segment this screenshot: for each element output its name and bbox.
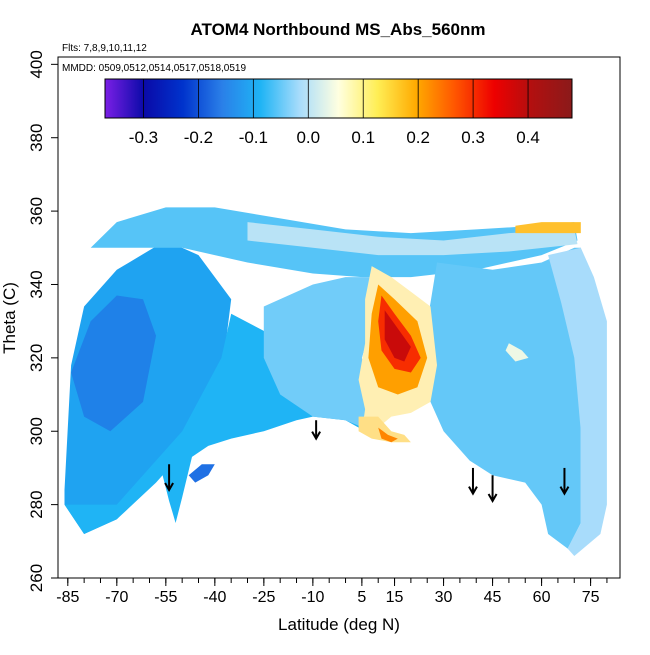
- colorbar-tick-label: 0.4: [516, 128, 540, 147]
- plot-frame: [57, 56, 621, 579]
- y-tick-label: 320: [27, 344, 46, 372]
- field-region-orange-south-blob: [378, 427, 398, 443]
- x-tick-label: -70: [105, 589, 128, 606]
- colorbar-tick-label: 0.3: [461, 128, 485, 147]
- x-axis: -85 -70 -55 -40 -25 -10 5 15 30 45 60 75: [56, 578, 608, 606]
- arrow-marker-3: [468, 467, 478, 496]
- x-tick-label: -85: [56, 589, 79, 606]
- colorbar-tick-label: 0.0: [296, 128, 320, 147]
- flights-annotation: Flts: 7,8,9,10,11,12: [62, 43, 147, 54]
- x-tick-label: 75: [582, 589, 600, 606]
- x-tick-label: 30: [435, 589, 453, 606]
- x-tick-label: -55: [154, 589, 177, 606]
- field-region-max-core: [384, 310, 411, 362]
- y-tick-label: 260: [27, 564, 46, 592]
- y-tick-label: 300: [27, 417, 46, 445]
- colorbar-tick-label: 0.1: [351, 128, 375, 147]
- y-tick-label: 400: [27, 50, 46, 78]
- arrow-marker-2: [311, 420, 321, 441]
- field-region-tropopause-top: [247, 222, 578, 256]
- field-region-tropics-center: [263, 277, 385, 432]
- arrow-marker-1: [164, 464, 174, 492]
- x-tick-label: -10: [301, 589, 324, 606]
- x-tick-label: 60: [533, 589, 551, 606]
- chart-title: ATOM4 Northbound MS_Abs_560nm: [190, 20, 485, 39]
- colorbar-gradient: [104, 78, 573, 119]
- colorbar: -0.3 -0.2 -0.1 0.0 0.1 0.2 0.3 0.4: [104, 78, 573, 147]
- y-tick-label: 280: [27, 490, 46, 518]
- y-tick-label: 340: [27, 270, 46, 298]
- arrow-marker-5: [559, 467, 570, 496]
- dates-annotation: MMDD: 0509,0512,0514,0517,0518,0519: [62, 63, 246, 74]
- field-region-south-deep-blue: [71, 295, 156, 432]
- y-tick-label: 360: [27, 197, 46, 225]
- x-tick-label: 15: [386, 589, 404, 606]
- x-tick-label: -25: [252, 589, 275, 606]
- colorbar-tick-label: -0.2: [184, 128, 213, 147]
- field-region-upper-yellow-streak: [515, 222, 581, 234]
- field-layer: [64, 207, 607, 557]
- x-tick-label: 5: [357, 589, 366, 606]
- colorbar-tick-label: -0.3: [129, 128, 158, 147]
- arrow-marker-4: [487, 475, 498, 503]
- arrow-layer: [164, 420, 570, 503]
- y-axis-label: Theta (C): [0, 282, 19, 354]
- x-axis-label: Latitude (deg N): [278, 615, 400, 634]
- y-axis: 260 280 300 320 340 360 380 400: [27, 50, 58, 592]
- field-region-south-isolated-blue: [188, 464, 215, 483]
- colorbar-tick-label: 0.2: [406, 128, 430, 147]
- x-tick-label: 45: [484, 589, 502, 606]
- x-tick-label: -40: [203, 589, 226, 606]
- field-region-north-mid: [424, 247, 581, 549]
- field-region-north-yellow-spot: [505, 343, 529, 362]
- colorbar-tick-label: -0.1: [239, 128, 268, 147]
- y-tick-label: 380: [27, 124, 46, 152]
- field-region-north-high-lat: [548, 247, 607, 557]
- field-region-yellow-south-blob: [358, 416, 411, 443]
